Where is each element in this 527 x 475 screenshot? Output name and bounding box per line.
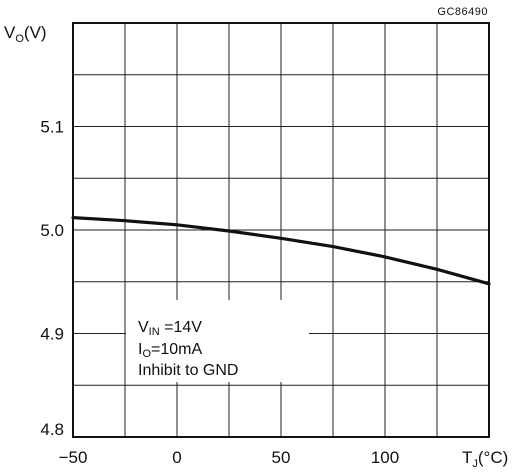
- plot-frame: [72, 22, 490, 438]
- tick-labels: −50 0 50 100 4.8 4.9 5.0 5.1: [40, 118, 399, 468]
- x-axis-label: TJ(°C): [462, 448, 508, 470]
- annotation-box: [126, 300, 309, 382]
- grid: [73, 23, 489, 437]
- annotation-inhibit: Inhibit to GND: [138, 362, 238, 379]
- y-tick-label: 5.0: [40, 221, 64, 240]
- y-axis-label: VO(V): [4, 23, 47, 45]
- x-tick-label: 100: [371, 448, 399, 467]
- y-tick-label: 4.9: [40, 325, 64, 344]
- series: [71, 216, 491, 286]
- x-tick-label: 0: [172, 448, 181, 467]
- y-tick-label: 4.8: [40, 420, 64, 439]
- annotation-vin: VIN =14V: [138, 319, 202, 338]
- y-tick-label: 5.1: [40, 118, 64, 137]
- x-tick-label: −50: [59, 448, 88, 467]
- output-voltage-curve: [71, 216, 491, 286]
- annotation-io: IO=10mA: [138, 341, 202, 360]
- figure-code: GC86490: [437, 6, 488, 18]
- x-tick-label: 50: [272, 448, 291, 467]
